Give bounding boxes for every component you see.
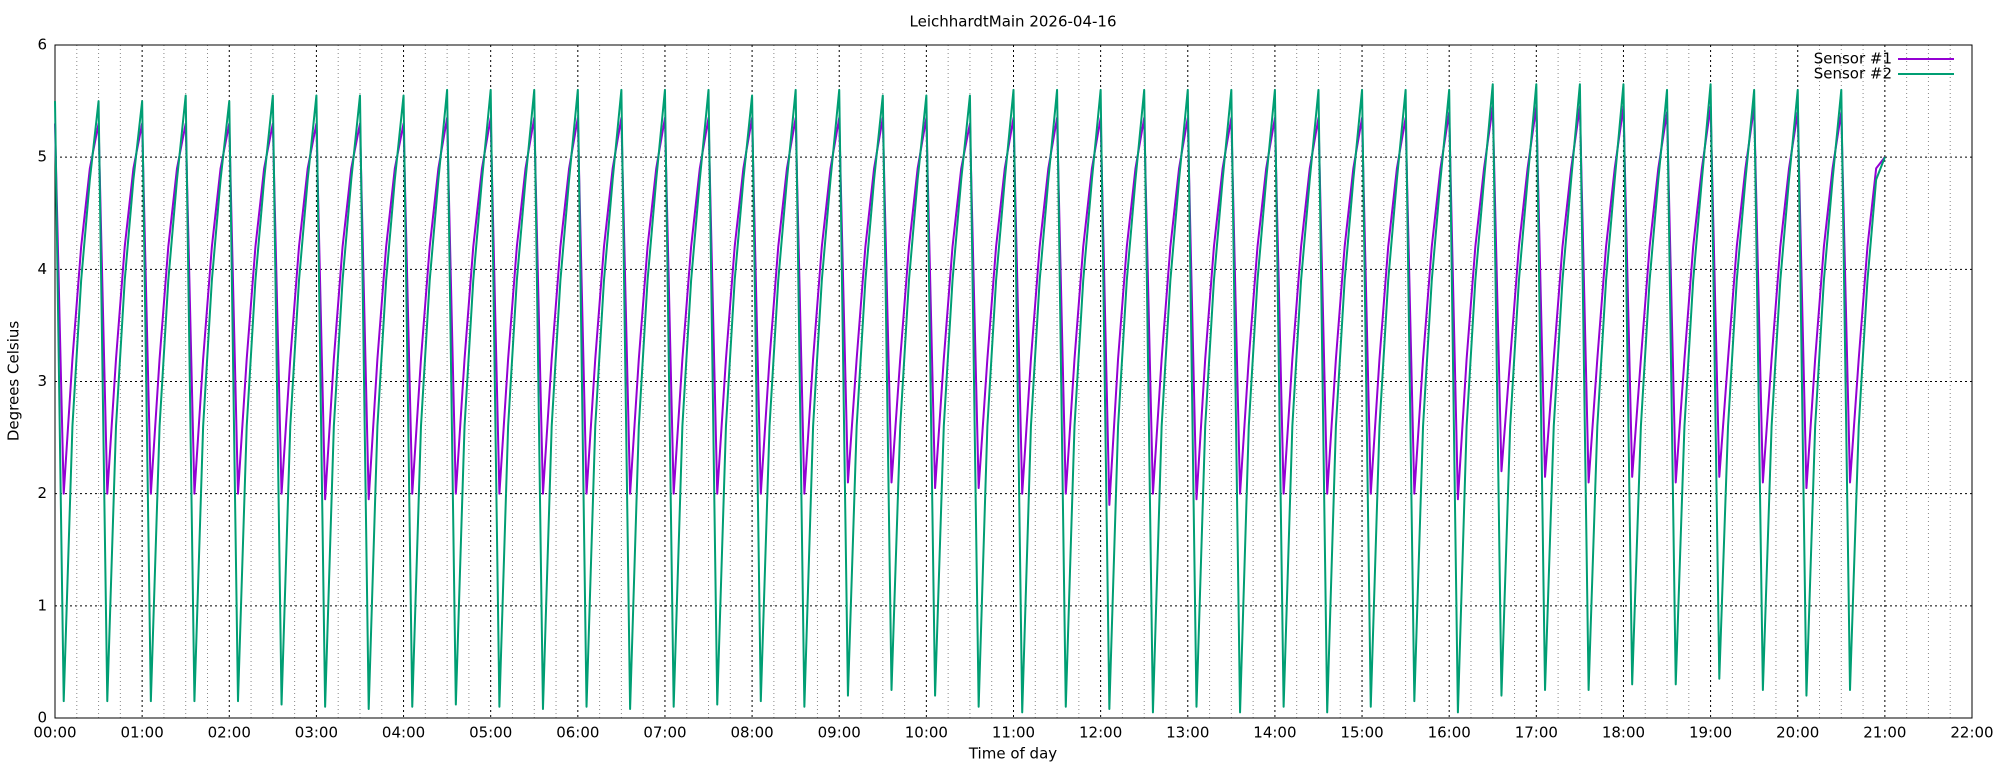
legend-label: Sensor #2	[1814, 65, 1892, 83]
x-tick-label: 01:00	[121, 724, 164, 742]
x-tick-label: 22:00	[1950, 724, 1993, 742]
x-tick-label: 02:00	[208, 724, 251, 742]
y-axis-label: Degrees Celsius	[5, 321, 23, 442]
y-tick-label: 4	[37, 260, 47, 278]
x-tick-label: 06:00	[556, 724, 599, 742]
x-tick-label: 17:00	[1515, 724, 1558, 742]
y-tick-label: 6	[37, 36, 47, 54]
plot-border	[54, 44, 1973, 719]
y-tick-label: 5	[37, 148, 47, 166]
legend-label: Sensor #1	[1814, 50, 1892, 68]
series-line	[54, 83, 1886, 714]
x-tick-label: 12:00	[1079, 724, 1122, 742]
x-tick-label: 21:00	[1863, 724, 1906, 742]
x-tick-label: 11:00	[992, 724, 1035, 742]
x-tick-label: 16:00	[1428, 724, 1471, 742]
x-tick-label: 15:00	[1340, 724, 1383, 742]
y-tick-label: 1	[37, 596, 47, 614]
y-tick-label: 2	[37, 484, 47, 502]
x-tick-label: 19:00	[1689, 724, 1732, 742]
x-tick-label: 00:00	[33, 724, 76, 742]
x-tick-label: 18:00	[1602, 724, 1645, 742]
x-axis-label: Time of day	[968, 745, 1057, 763]
x-tick-label: 07:00	[643, 724, 686, 742]
x-tick-label: 20:00	[1776, 724, 1819, 742]
x-tick-label: 05:00	[469, 724, 512, 742]
x-tick-label: 03:00	[295, 724, 338, 742]
x-tick-label: 08:00	[730, 724, 773, 742]
y-tick-label: 0	[37, 709, 47, 727]
x-tick-label: 04:00	[382, 724, 425, 742]
x-tick-label: 09:00	[818, 724, 861, 742]
x-tick-label: 10:00	[905, 724, 948, 742]
y-tick-label: 3	[37, 372, 47, 390]
chart-title: LeichhardtMain 2026-04-16	[910, 13, 1117, 31]
x-tick-label: 14:00	[1253, 724, 1296, 742]
x-tick-label: 13:00	[1166, 724, 1209, 742]
